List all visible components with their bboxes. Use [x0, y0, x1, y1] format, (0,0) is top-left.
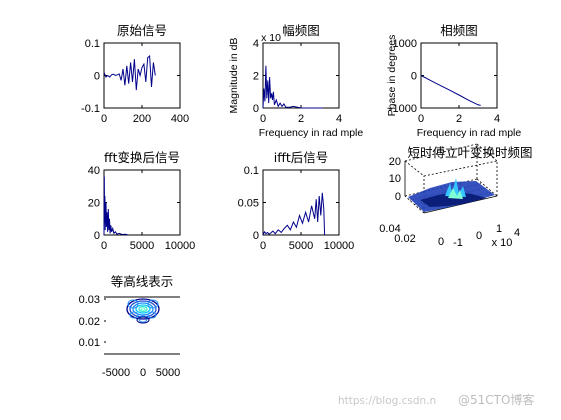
series-line	[262, 65, 323, 109]
chart-fft: 0 5000 10000 0 20 40 fft变换后信号	[88, 150, 196, 252]
chart-title: 相频图	[440, 23, 478, 38]
y-tick-label: 40	[88, 165, 100, 177]
y-tick-label: 0	[94, 230, 100, 242]
axis-box-edge	[476, 143, 498, 162]
plot-frame	[262, 169, 340, 236]
x-tick-label: 0	[260, 240, 266, 252]
plot-frame	[420, 42, 498, 109]
x-tick-label: 5000	[130, 240, 154, 252]
x-tick-label: 10000	[324, 240, 355, 252]
series-line	[103, 54, 156, 91]
contour-line	[147, 311, 157, 319]
x-tick-label: 400	[171, 113, 189, 125]
x-tick-label: 0	[418, 113, 424, 125]
chart-title: fft变换后信号	[104, 150, 180, 165]
contour-line	[138, 315, 148, 323]
y-tick-label: 0	[94, 71, 100, 83]
x-tick-label: 2	[298, 113, 304, 125]
y-tick-label: -1000	[389, 103, 417, 115]
axis-box-edge	[404, 143, 478, 162]
plot-frame	[103, 169, 181, 236]
chart-mag: 0 2 4 0 2 4 幅频图 Frequency in rad mple Magnitude …	[228, 23, 363, 139]
x-exponent-power: 4	[514, 227, 520, 239]
x-tick-label: 0	[101, 113, 107, 125]
axis-box-edge	[404, 160, 425, 177]
contour-line	[136, 316, 150, 324]
series-line	[103, 176, 129, 236]
axis-box-edge	[423, 160, 498, 177]
watermark-brand: @51CTO博客	[458, 392, 534, 407]
y-tick-label: 0.1	[85, 38, 100, 50]
chart-ifft: 0 5000 10000 0 0.05 0.1 ifft后信号	[238, 150, 355, 252]
chart-title: 等高线表示	[111, 274, 174, 289]
z-tick-label: 0	[395, 191, 401, 203]
y-tick-label: 0	[411, 71, 417, 83]
x-tick-label: 200	[133, 113, 151, 125]
y-tick-label: 0	[253, 230, 259, 242]
contour-line	[132, 302, 154, 316]
x-exponent-label: x 10	[492, 237, 513, 249]
y-tick-label: 0.04	[379, 223, 400, 235]
x-tick-label: 0	[260, 113, 266, 125]
x-tick-label: 5000	[289, 240, 313, 252]
y-axis-label: Phase in degrees	[386, 35, 398, 117]
exponent-label: x 10	[261, 32, 281, 44]
contour-line	[129, 311, 139, 319]
axis-box-edge	[476, 178, 498, 197]
x-tick-label: 1	[496, 223, 502, 235]
surface-peaks-high	[448, 188, 463, 199]
z-tick-label: 10	[389, 173, 401, 185]
y-tick-label: 2	[253, 71, 259, 83]
y-tick-label: 0.02	[79, 316, 100, 328]
x-tick-label: 2	[456, 113, 462, 125]
x-tick-label: 5000	[156, 367, 180, 379]
contour-line	[127, 299, 139, 309]
x-tick-label: -5000	[102, 367, 130, 379]
y-tick-label: 0.1	[244, 165, 259, 177]
x-axis-label: Frequency in rad mple	[259, 127, 364, 139]
x-axis-label: Frequency in rad mple	[417, 127, 522, 139]
y-tick-label: 4	[253, 38, 259, 50]
x-tick-label: 0	[101, 240, 107, 252]
contour-line	[138, 305, 148, 313]
y-tick-label: 0.03	[79, 294, 100, 306]
y-tick-label: -0.1	[81, 103, 100, 115]
contour-line	[140, 307, 146, 311]
x-tick-label: 10000	[165, 240, 196, 252]
x-tick-label: 0	[140, 367, 146, 379]
x-tick-label: 4	[494, 113, 500, 125]
surface-core	[420, 192, 486, 207]
series-line	[420, 75, 481, 106]
contour-line	[147, 299, 159, 309]
watermark-url: https://blog.csdn.n	[338, 395, 436, 407]
plot-frame	[262, 42, 340, 109]
x-tick-label: 0	[476, 230, 482, 242]
y-tick-label: 0	[438, 236, 444, 248]
y-tick-label: 0.05	[238, 198, 259, 210]
chart-title: 幅频图	[282, 23, 320, 38]
z-tick-label: 20	[389, 156, 401, 168]
x-tick-label: 4	[336, 113, 342, 125]
chart-title: 短时傅立叶变换时频图	[407, 145, 532, 160]
y-tick-label: 0.01	[79, 337, 100, 349]
series-line	[262, 192, 326, 236]
y-tick-label: 0	[253, 103, 259, 115]
chart-stft: 短时傅立叶变换时频图 0 10 20 0.040.02 0 -1 0 1 x 104	[379, 143, 533, 249]
chart-title: ifft后信号	[274, 150, 329, 165]
chart-contour: 等高线表示 0.01 0.02 0.03 -5000 0 5000	[79, 274, 181, 379]
y-axis-label: Magnitude in dB	[228, 38, 240, 114]
chart-title: 原始信号	[117, 23, 167, 38]
contour-line	[126, 298, 160, 320]
y-tick-label: 20	[88, 198, 100, 210]
y-tick-label: 0.02	[394, 233, 415, 245]
contour-line	[135, 304, 151, 314]
y-tick-label: 1000	[393, 38, 417, 50]
x-tick-label: -1	[453, 237, 463, 249]
